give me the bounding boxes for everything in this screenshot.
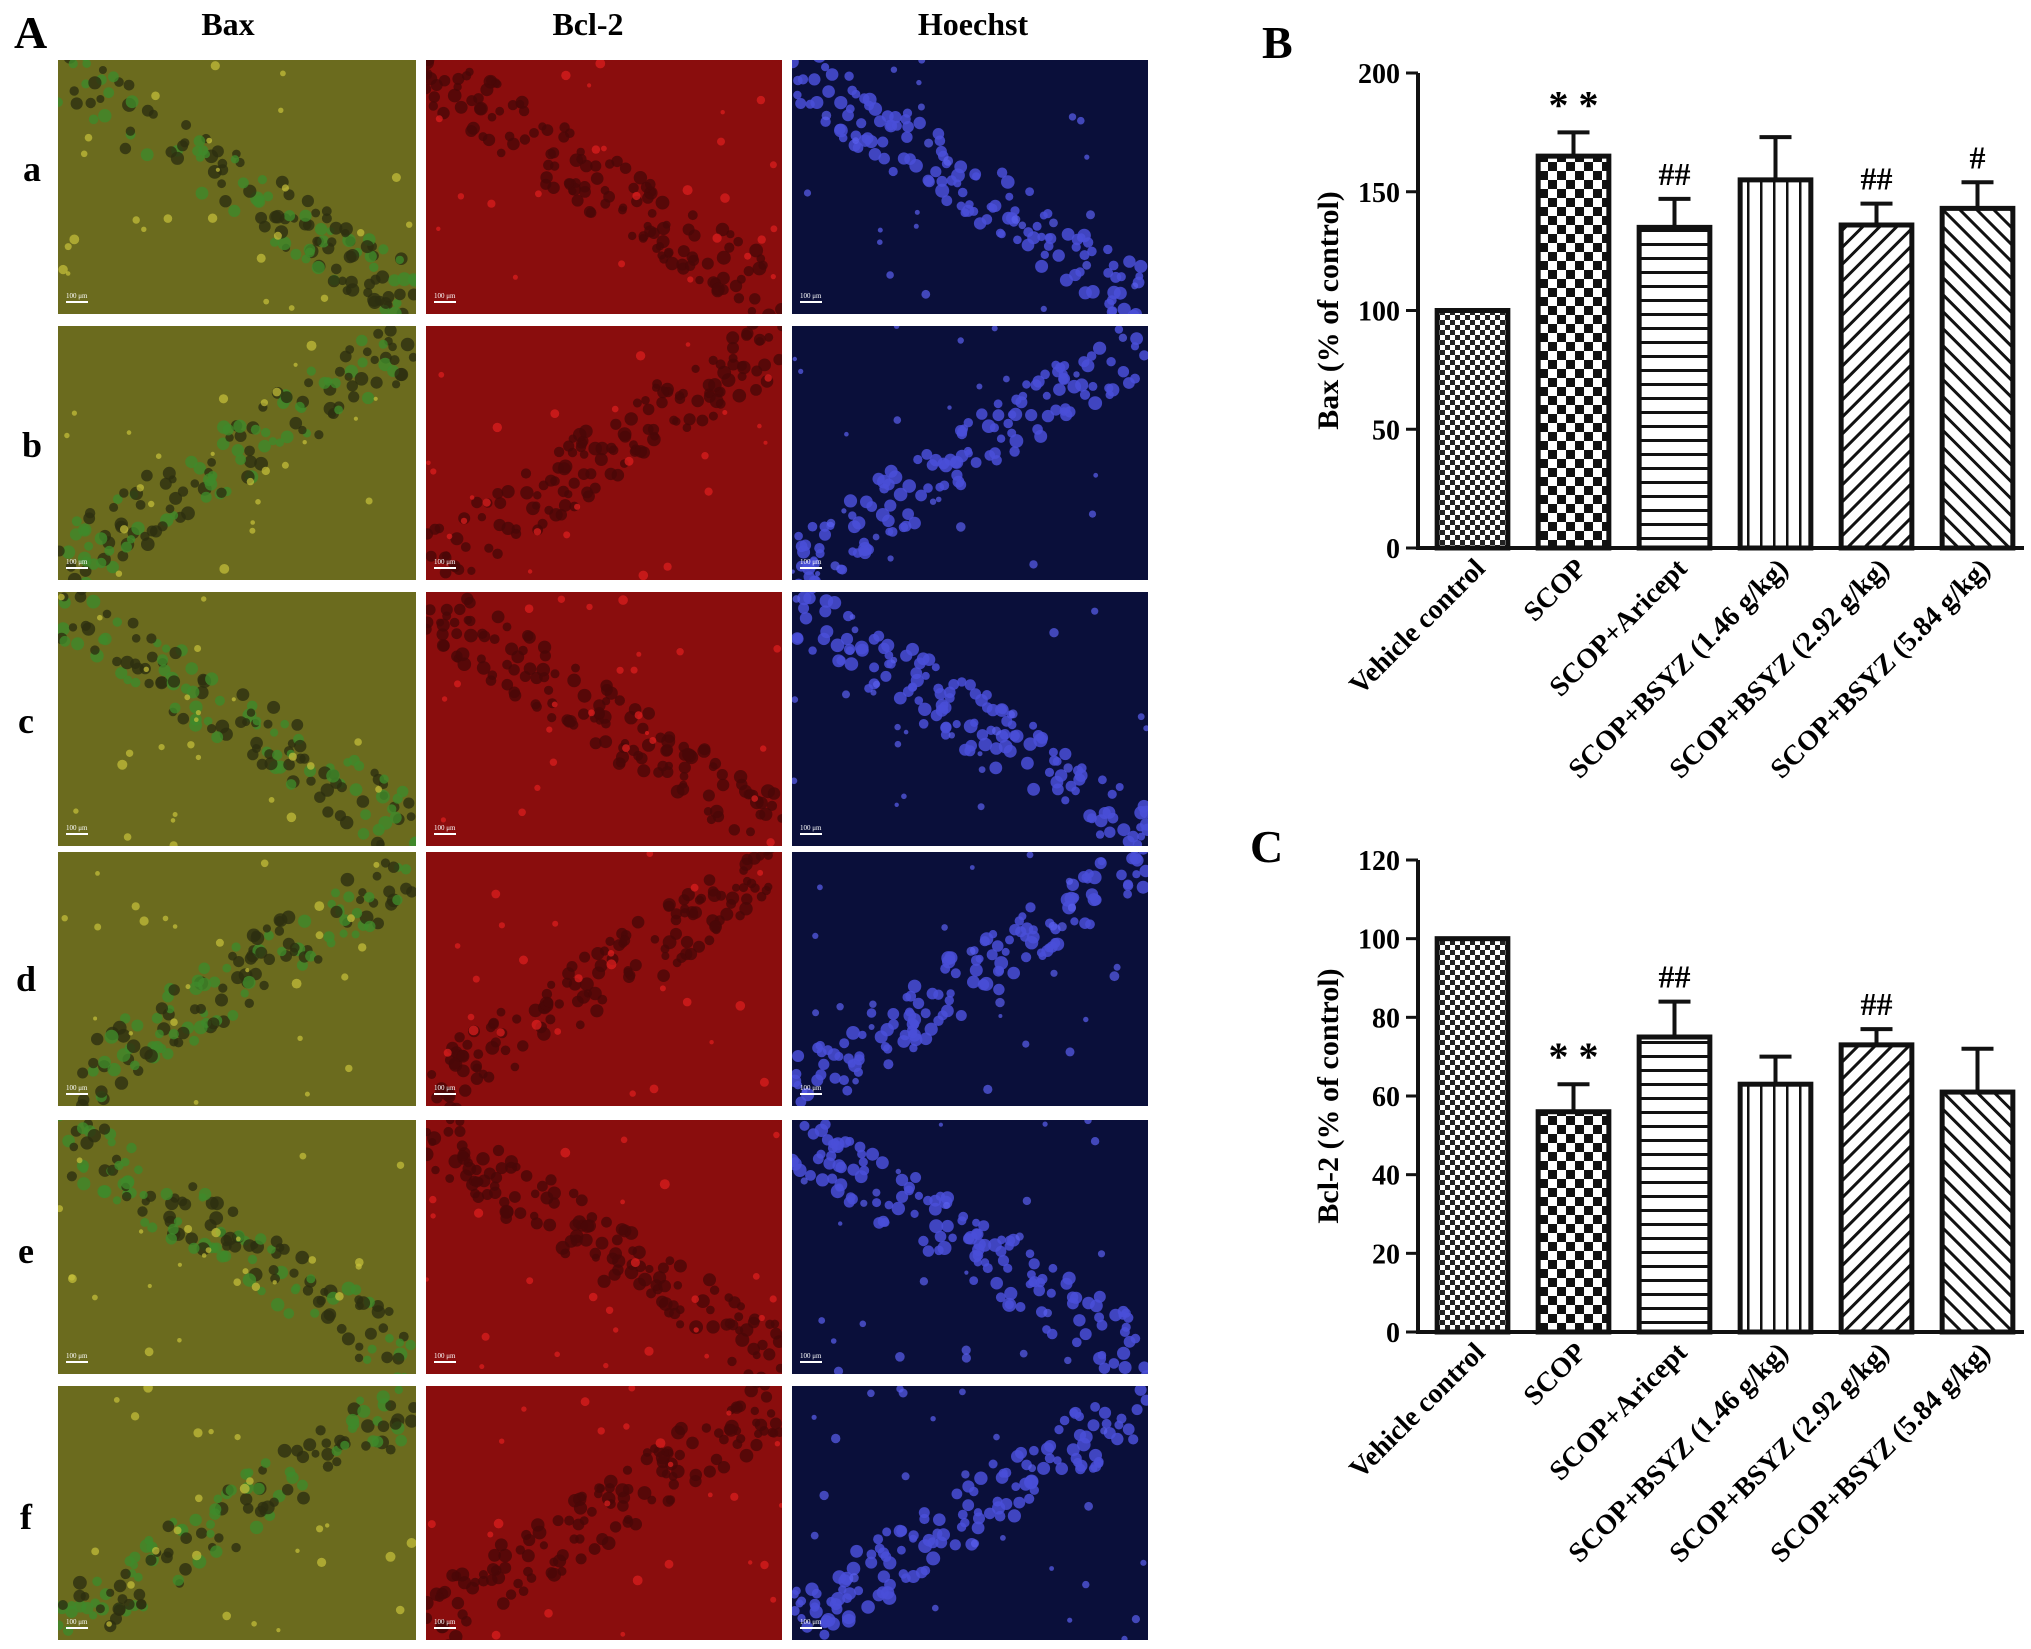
category-label: SCOP [1518,553,1593,628]
row-label-a: a [23,149,41,189]
category-label: SCOP [1518,1337,1593,1412]
bar-1 [1434,936,1511,1335]
scale-bar-label: 100 μm [800,824,822,832]
scale-bar-label: 100 μm [434,558,456,566]
scale-bar-label: 100 μm [800,1084,822,1092]
scale-bar-label: 100 μm [434,1084,456,1092]
chart-c: C 0 20 40 60 80 100 120 Bcl-2 (% of control) Vehi… [1250,821,2024,1569]
category-label: Vehicle control [1344,1337,1492,1485]
y-tick-label: 60 [1372,1082,1400,1113]
micrograph-hoechst-d: 100 μm [792,852,1148,1106]
micrograph-bcl2-f: 100 μm [426,1386,782,1640]
scale-bar-label: 100 μm [434,1618,456,1626]
panel-c-letter: C [1250,821,1283,872]
micrograph-bcl2-c: 100 μm [426,592,782,846]
bar-4 [1737,177,1814,551]
row-label-f: f [20,1497,32,1537]
bar-1 [1434,308,1511,551]
y-tick-label: 0 [1386,1318,1400,1349]
bar-6 [1939,1089,2016,1335]
micrograph-bcl2-d: 100 μm [426,852,782,1106]
y-tick-label: 100 [1358,925,1400,956]
category-label: Vehicle control [1344,553,1492,701]
micrograph-hoechst-f: 100 μm [792,1386,1148,1640]
micrograph-hoechst-b: 100 μm [792,326,1148,580]
y-tick-label: 40 [1372,1161,1400,1192]
scale-bar-label: 100 μm [434,824,456,832]
y-tick-label: 200 [1358,59,1400,90]
bar-2 [1535,1109,1612,1335]
scale-bar-label: 100 μm [66,292,88,300]
y-tick-label: 50 [1372,415,1400,446]
bar-5 [1838,222,1915,551]
micrograph-bax-a: 100 μm [58,60,416,314]
row-label-d: d [15,959,37,999]
significance-label: ## [1861,161,1893,197]
micrograph-bax-c: 100 μm [58,592,416,846]
column-header-bax: Bax [201,6,255,42]
y-tick-label: 20 [1372,1239,1400,1270]
column-header-hoechst: Hoechst [917,6,1029,42]
micrograph-bax-e: 100 μm [58,1120,416,1374]
micrograph-hoechst-e: 100 μm [792,1120,1148,1374]
significance-label: # [1970,139,1986,175]
micrograph-bcl2-e: 100 μm [426,1120,782,1374]
micrograph-bcl2-a: 100 μm [426,60,782,314]
bar-4 [1737,1081,1814,1335]
scale-bar-label: 100 μm [66,824,88,832]
scale-bar-label: 100 μm [800,558,822,566]
bar-2 [1535,153,1612,551]
significance-label: * * [1549,82,1599,127]
scale-bar-label: 100 μm [800,1352,822,1360]
bar-5 [1838,1042,1915,1335]
y-tick-label: 80 [1372,1003,1400,1034]
significance-label: ## [1659,156,1691,192]
scale-bar-label: 100 μm [66,1352,88,1360]
row-label-b: b [21,425,43,465]
scale-bar-label: 100 μm [800,1618,822,1626]
significance-label: * * [1549,1034,1599,1079]
y-tick-label: 120 [1358,846,1400,877]
micrograph-bax-d: 100 μm [58,852,416,1106]
micrograph-hoechst-c: 100 μm [792,592,1148,846]
chart-b: B 0 50 100 150 200 Bax (% of control) Vehicle c… [1262,17,2024,785]
column-header-bcl2: Bcl-2 [552,6,624,42]
significance-label: ## [1659,959,1691,995]
scale-bar-label: 100 μm [434,1352,456,1360]
scale-bar-label: 100 μm [66,558,88,566]
micrograph-bcl2-b: 100 μm [426,326,782,580]
panel-a-letter: A [14,7,48,58]
y-axis-label: Bcl-2 (% of control) [1312,968,1345,1223]
scale-bar-label: 100 μm [66,1084,88,1092]
micrograph-hoechst-a: 100 μm [792,60,1148,314]
scale-bar-label: 100 μm [800,292,822,300]
y-axis-label: Bax (% of control) [1312,191,1345,430]
y-tick-label: 150 [1358,178,1400,209]
y-tick-label: 100 [1358,297,1400,328]
significance-label: ## [1861,986,1893,1022]
scale-bar-label: 100 μm [66,1618,88,1626]
row-label-c: c [18,701,34,741]
micrograph-bax-f: 100 μm [58,1386,416,1640]
scale-bar-label: 100 μm [434,292,456,300]
micrograph-bax-b: 100 μm [58,326,416,580]
panel-b-letter: B [1262,17,1293,68]
bar-3 [1636,224,1713,551]
row-label-e: e [18,1231,34,1271]
y-tick-label: 0 [1386,534,1400,565]
bar-3 [1636,1034,1713,1335]
bar-6 [1939,205,2016,551]
